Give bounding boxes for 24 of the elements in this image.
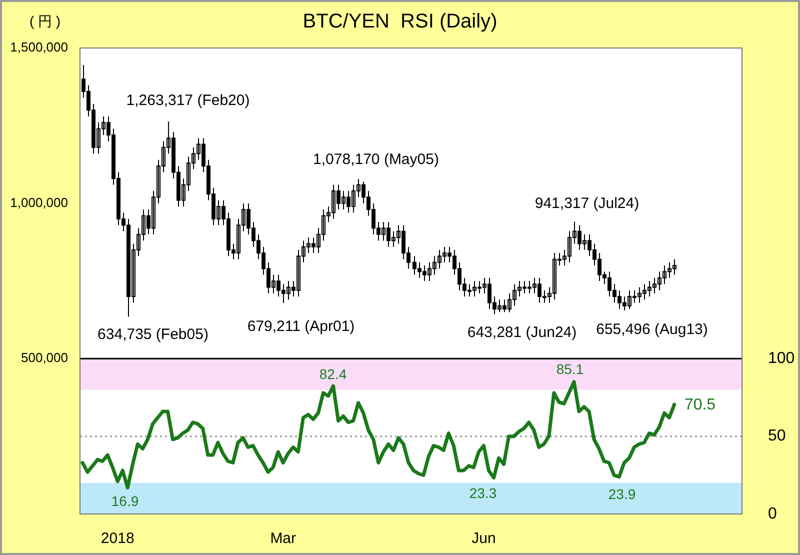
y-axis-title: ( 円 ) xyxy=(29,12,61,29)
annotation: 655,496 (Aug13) xyxy=(596,321,708,338)
annotation: 679,211 (Apr01) xyxy=(247,318,355,336)
x-tick-label: 2018 xyxy=(100,530,134,548)
annotation: 1,078,170 (May05) xyxy=(313,151,439,168)
y-tick-label: 1,500,000 xyxy=(10,40,68,55)
annotation: 643,281 (Jun24) xyxy=(467,324,577,342)
chart-title: BTC/YEN RSI (Daily) xyxy=(302,10,498,33)
y-tick-label: 500,000 xyxy=(21,350,68,366)
y2-tick-label: 0 xyxy=(768,505,777,522)
annotation: 1,263,317 (Feb20) xyxy=(126,92,250,110)
annotation: 85.1 xyxy=(556,360,584,377)
annotation: 23.3 xyxy=(469,484,497,501)
annotation: 70.5 xyxy=(684,396,716,414)
y-tick-label: 1,000,000 xyxy=(10,194,68,210)
x-tick-label: Mar xyxy=(270,530,296,548)
y2-tick-label: 100 xyxy=(768,350,795,368)
annotation: 16.9 xyxy=(111,492,139,509)
annotation: 634,735 (Feb05) xyxy=(98,326,208,344)
x-tick-label: Jun xyxy=(472,530,496,548)
annotation: 82.4 xyxy=(319,366,347,382)
annotation: 941,317 (Jul24) xyxy=(534,195,640,212)
annotation: 23.9 xyxy=(608,486,636,502)
y2-tick-label: 50 xyxy=(768,428,786,445)
